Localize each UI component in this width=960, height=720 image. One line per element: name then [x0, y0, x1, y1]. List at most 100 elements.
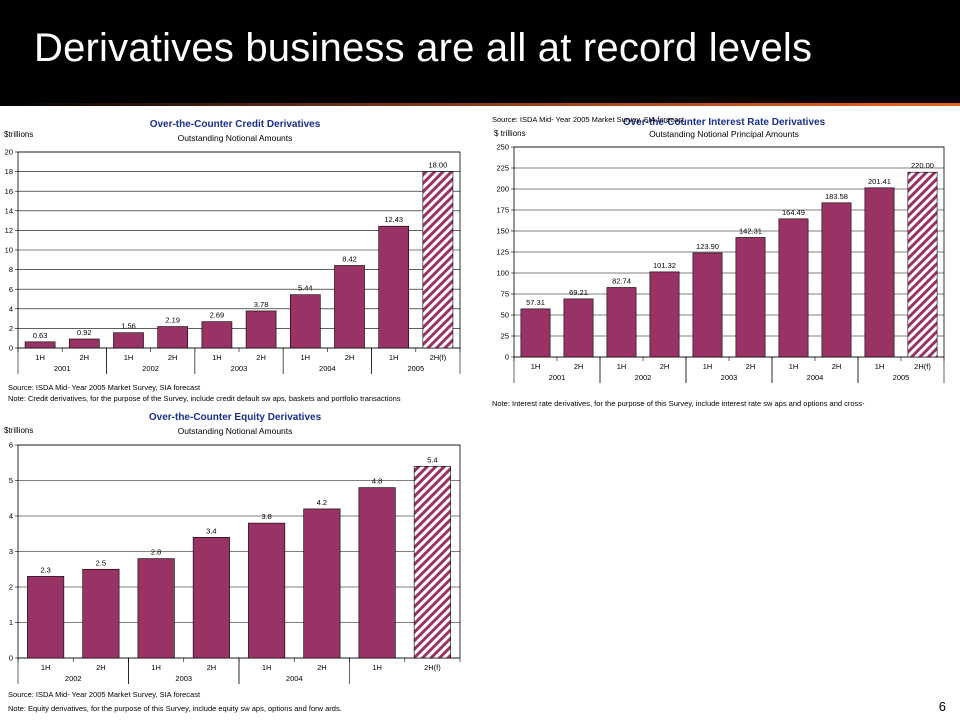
credit-x-tick-label: 2H	[256, 353, 266, 362]
equity-x-tick-label: 2H(f)	[424, 663, 441, 672]
equity-x-tick-label: 1H	[41, 663, 51, 672]
equity-data-label: 3.4	[206, 526, 216, 535]
equity-bar	[248, 522, 286, 659]
credit-bar	[68, 338, 100, 349]
interest-chart-note: Note: Interest rate derivatives, for the…	[492, 399, 865, 408]
interest-y-tick-label: 250	[496, 143, 509, 152]
equity-bar-forecast	[413, 465, 451, 659]
credit-x-tick-label: 2H	[80, 353, 90, 362]
interest-y-tick-label: 50	[501, 311, 509, 320]
credit-y-tick-label: 16	[5, 187, 13, 196]
equity-year-label: 2002	[65, 674, 82, 683]
interest-x-tick-label: 2H(f)	[914, 362, 931, 371]
equity-bar	[137, 558, 175, 659]
interest-y-tick-label: 0	[505, 353, 509, 362]
credit-bar	[289, 294, 321, 349]
credit-bar	[334, 265, 365, 349]
credit-y-tick-label: 18	[5, 167, 13, 176]
interest-x-tick-label: 2H	[746, 362, 756, 371]
slide-title: Derivatives business are all at record l…	[34, 26, 813, 70]
equity-y-axis-label: $trillions	[4, 426, 33, 435]
credit-y-axis-label: $trillions	[4, 130, 33, 139]
equity-data-label: 3.8	[261, 512, 271, 521]
credit-data-label: 0.63	[33, 331, 48, 340]
equity-bar	[358, 487, 396, 659]
interest-chart-title: Over-the-Counter Interest Rate Derivativ…	[623, 117, 826, 128]
credit-x-tick-label: 1H	[35, 353, 45, 362]
credit-chart-svg: Over-the-Counter Credit Derivatives Outst…	[4, 119, 461, 403]
credit-year-label: 2005	[407, 364, 424, 373]
interest-x-tick-label: 1H	[703, 362, 713, 371]
interest-data-label: 69.21	[569, 288, 588, 297]
interest-chart-note: Source: ISDA Mid- Year 2005 Market Surve…	[492, 115, 685, 124]
credit-bar	[201, 321, 233, 349]
equity-data-label: 2.5	[96, 558, 106, 567]
credit-x-tick-label: 2H(f)	[430, 353, 447, 362]
equity-x-tick-label: 2H	[207, 663, 217, 672]
credit-chart-note: Source: ISDA Mid- Year 2005 Market Surve…	[8, 383, 201, 392]
credit-data-label: 8.42	[342, 254, 357, 263]
credit-x-tick-label: 2H	[168, 353, 178, 362]
equity-year-label: 2003	[175, 674, 192, 683]
credit-data-label: 0.92	[77, 328, 92, 337]
credit-bar	[245, 310, 277, 349]
credit-x-tick-label: 1H	[212, 353, 222, 362]
credit-data-label: 18.00	[429, 161, 448, 170]
credit-year-label: 2003	[231, 364, 248, 373]
equity-chart-title: Over-the-Counter Equity Derivatives	[149, 412, 322, 423]
equity-data-label: 4.8	[372, 477, 382, 486]
header-accent-bar	[0, 103, 960, 106]
equity-y-tick-label: 6	[9, 441, 13, 450]
equity-data-label: 2.3	[40, 565, 50, 574]
interest-data-label: 220.00	[911, 161, 934, 170]
credit-y-tick-label: 8	[9, 265, 13, 274]
interest-data-label: 142.31	[739, 226, 762, 235]
interest-y-tick-label: 200	[496, 185, 509, 194]
equity-y-tick-label: 2	[9, 583, 13, 592]
credit-data-label: 2.69	[210, 311, 225, 320]
interest-bar	[692, 252, 723, 358]
credit-year-label: 2001	[54, 364, 71, 373]
credit-data-label: 3.78	[254, 300, 269, 309]
credit-chart-note: Note: Credit derivatives, for the purpos…	[8, 394, 401, 403]
interest-y-tick-label: 175	[496, 206, 509, 215]
interest-bar	[821, 202, 852, 358]
interest-x-tick-label: 1H	[789, 362, 799, 371]
interest-data-label: 101.32	[653, 261, 676, 270]
interest-bar	[606, 287, 637, 358]
equity-chart-note: Source: ISDA Mid- Year 2005 Market Surve…	[8, 690, 201, 699]
interest-chart-svg: Over-the-Counter Interest Rate Derivativ…	[492, 115, 945, 408]
interest-year-label: 2005	[893, 373, 910, 382]
credit-year-label: 2004	[319, 364, 336, 373]
credit-data-label: 1.56	[121, 322, 136, 331]
interest-y-axis-label: $ trillions	[494, 129, 526, 138]
credit-y-tick-label: 14	[5, 206, 13, 215]
interest-rate-derivatives-chart: Over-the-Counter Interest Rate Derivativ…	[484, 112, 954, 412]
equity-data-label: 5.4	[427, 455, 437, 464]
credit-data-label: 5.44	[298, 284, 313, 293]
interest-data-label: 82.74	[612, 276, 631, 285]
interest-bar	[563, 298, 594, 358]
credit-bar-forecast	[422, 171, 454, 349]
interest-x-tick-label: 2H	[832, 362, 842, 371]
credit-x-tick-label: 2H	[345, 353, 355, 362]
equity-y-tick-label: 5	[9, 476, 13, 485]
equity-x-tick-label: 2H	[317, 663, 327, 672]
interest-y-tick-label: 25	[501, 332, 509, 341]
interest-x-tick-label: 2H	[574, 362, 584, 371]
equity-chart-note: Note: Equity derivatives, for the purpos…	[8, 704, 342, 713]
interest-y-tick-label: 100	[496, 269, 509, 278]
interest-x-tick-label: 1H	[531, 362, 541, 371]
interest-bar	[735, 237, 766, 358]
credit-y-tick-label: 6	[9, 285, 13, 294]
credit-y-tick-label: 4	[9, 304, 13, 313]
credit-x-tick-label: 1H	[389, 353, 399, 362]
equity-data-label: 4.2	[317, 498, 327, 507]
interest-y-tick-label: 225	[496, 164, 509, 173]
interest-year-label: 2003	[721, 373, 738, 382]
equity-x-tick-label: 2H	[96, 663, 106, 672]
equity-data-label: 2.8	[151, 548, 161, 557]
equity-year-label: 2004	[286, 674, 303, 683]
interest-year-label: 2004	[807, 373, 824, 382]
credit-derivatives-chart: Over-the-Counter Credit Derivatives Outst…	[0, 112, 472, 408]
